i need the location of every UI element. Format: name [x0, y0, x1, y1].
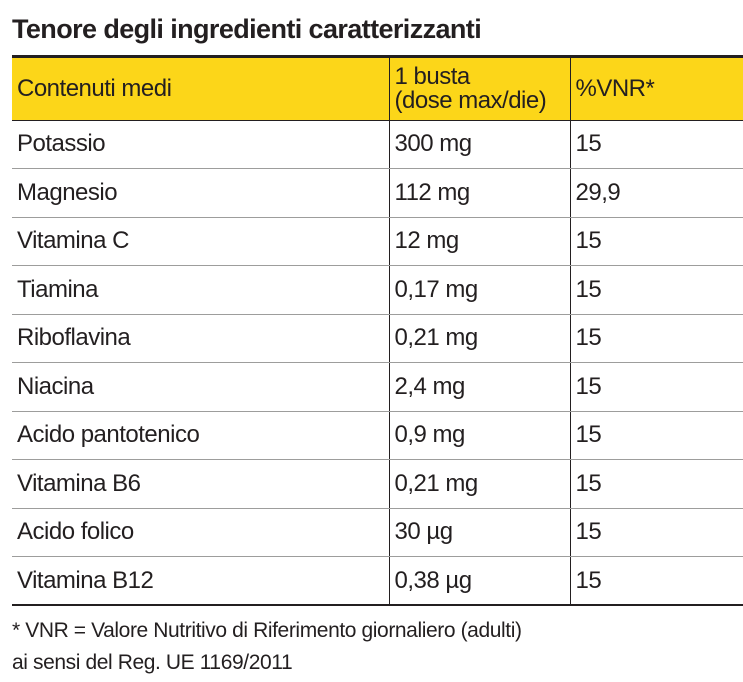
ingredient-amount: 0,21 mg: [388, 314, 570, 363]
ingredient-name: Riboflavina: [12, 314, 389, 363]
header-vnr-percent: %VNR*: [569, 58, 743, 121]
header-per-sachet-line2: (dose max/die): [394, 86, 547, 114]
ingredient-name: Potassio: [12, 120, 389, 169]
table-row: Riboflavina 0,21 mg 15: [12, 314, 743, 363]
ingredient-amount: 0,38 µg: [388, 556, 570, 606]
ingredients-table: Contenuti medi 1 busta (dose max/die) %V…: [12, 58, 743, 606]
ingredient-vnr: 29,9: [569, 168, 743, 218]
ingredient-name: Acido pantotenico: [12, 411, 389, 460]
title-rule: [12, 55, 743, 58]
ingredient-vnr: 15: [569, 362, 743, 412]
ingredient-vnr: 15: [569, 459, 743, 509]
ingredient-amount: 0,17 mg: [388, 265, 570, 315]
ingredient-vnr: 15: [569, 508, 743, 557]
ingredient-amount: 112 mg: [388, 168, 570, 218]
ingredient-amount: 0,9 mg: [388, 411, 570, 460]
footnote: * VNR = Valore Nutritivo di Riferimento …: [12, 615, 522, 679]
ingredient-amount: 300 mg: [388, 120, 570, 169]
ingredient-vnr: 15: [569, 265, 743, 315]
table-row: Vitamina B12 0,38 µg 15: [12, 556, 743, 606]
table-header-row: Contenuti medi 1 busta (dose max/die) %V…: [12, 58, 743, 121]
footnote-line-2: ai sensi del Reg. UE 1169/2011: [12, 651, 293, 674]
ingredient-amount: 0,21 mg: [388, 459, 570, 509]
table-row: Acido pantotenico 0,9 mg 15: [12, 411, 743, 460]
header-average-content: Contenuti medi: [12, 58, 389, 121]
ingredient-vnr: 15: [569, 217, 743, 266]
table-row: Vitamina C 12 mg 15: [12, 217, 743, 266]
ingredient-vnr: 15: [569, 314, 743, 363]
header-per-sachet: 1 busta (dose max/die): [388, 58, 570, 121]
ingredient-name: Vitamina C: [12, 217, 389, 266]
table-row: Tiamina 0,17 mg 15: [12, 265, 743, 315]
document-title: Tenore degli ingredienti caratterizzanti: [12, 14, 482, 44]
ingredient-name: Magnesio: [12, 168, 389, 218]
ingredient-vnr: 15: [569, 556, 743, 606]
ingredient-name: Acido folico: [12, 508, 389, 557]
ingredient-amount: 30 µg: [388, 508, 570, 557]
table-row: Niacina 2,4 mg 15: [12, 362, 743, 412]
ingredient-amount: 2,4 mg: [388, 362, 570, 412]
ingredient-name: Tiamina: [12, 265, 389, 315]
table-row: Acido folico 30 µg 15: [12, 508, 743, 557]
ingredient-name: Vitamina B6: [12, 459, 389, 509]
header-per-sachet-line1: 1 busta: [394, 62, 471, 90]
ingredient-name: Vitamina B12: [12, 556, 389, 606]
ingredient-vnr: 15: [569, 411, 743, 460]
footnote-line-1: * VNR = Valore Nutritivo di Riferimento …: [12, 619, 522, 642]
ingredient-amount: 12 mg: [388, 217, 570, 266]
ingredient-vnr: 15: [569, 120, 743, 169]
table-row: Magnesio 112 mg 29,9: [12, 168, 743, 218]
table-row: Potassio 300 mg 15: [12, 120, 743, 169]
ingredient-name: Niacina: [12, 362, 389, 412]
table-row: Vitamina B6 0,21 mg 15: [12, 459, 743, 509]
